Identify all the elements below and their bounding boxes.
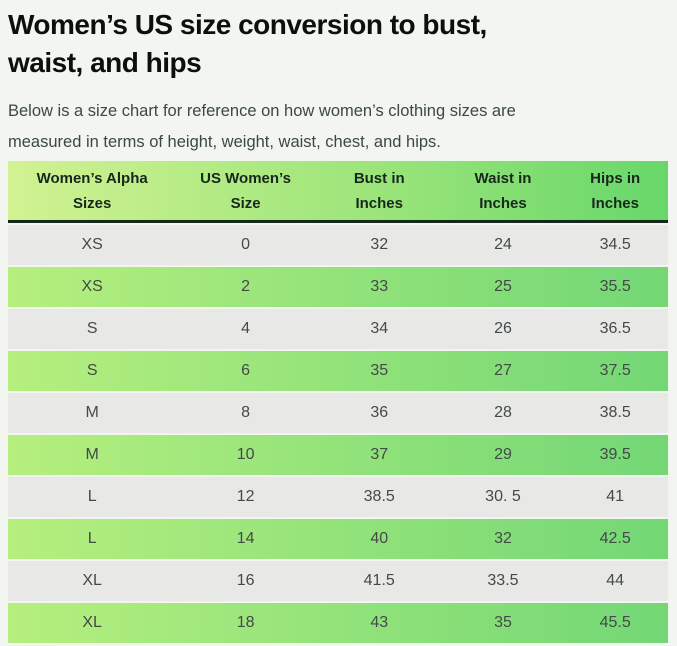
page-title-line2: waist, and hips — [8, 47, 202, 78]
cell-alpha-size: XL — [82, 572, 102, 589]
cell-us-size: 0 — [241, 236, 251, 253]
column-header-hips-line1: Hips in — [590, 169, 641, 187]
cell-bust-inches: 40 — [370, 530, 389, 547]
column-header-us-size-line1: US Women’s — [200, 169, 292, 187]
cell-us-size: 14 — [236, 530, 255, 547]
cell-bust-inches: 43 — [370, 614, 389, 631]
cell-hips-inches: 42.5 — [599, 530, 631, 547]
column-header-hips-line2: Inches — [591, 194, 639, 212]
cell-us-size: 6 — [241, 362, 251, 379]
cell-hips-inches: 36.5 — [599, 320, 631, 337]
cell-alpha-size: XS — [81, 236, 103, 253]
column-header-alpha-sizes: Women’s Alpha Sizes — [8, 166, 176, 216]
cell-alpha-size: M — [85, 404, 99, 421]
page-description-line1: Below is a size chart for reference on h… — [8, 102, 516, 120]
cell-waist-inches: 26 — [494, 320, 512, 337]
table-row: M 10 37 29 39.5 — [8, 435, 668, 475]
page-description: Below is a size chart for reference on h… — [8, 96, 668, 158]
cell-us-size: 18 — [236, 614, 255, 631]
table-row: L 14 40 32 42.5 — [8, 519, 668, 559]
table-row: XL 16 41.5 33.5 44 — [8, 561, 668, 601]
cell-us-size: 2 — [241, 278, 251, 295]
cell-us-size: 4 — [241, 320, 251, 337]
cell-waist-inches: 30. 5 — [485, 488, 521, 505]
cell-waist-inches: 33.5 — [487, 572, 519, 589]
cell-bust-inches: 32 — [370, 236, 389, 253]
page-title: Women’s US size conversion to bust, wais… — [8, 6, 668, 82]
cell-alpha-size: M — [85, 446, 99, 463]
cell-hips-inches: 44 — [606, 572, 625, 589]
cell-us-size: 16 — [236, 572, 255, 589]
page-title-line1: Women’s US size conversion to bust, — [8, 9, 487, 40]
cell-bust-inches: 35 — [370, 362, 389, 379]
column-header-bust-line2: Inches — [355, 194, 403, 212]
table-row: XL 18 43 35 45.5 — [8, 603, 668, 643]
column-header-alpha-sizes-line1: Women’s Alpha — [36, 169, 148, 187]
column-header-us-size: US Women’s Size — [176, 166, 315, 216]
cell-waist-inches: 29 — [494, 446, 512, 463]
table-row: XS 2 33 25 35.5 — [8, 267, 668, 307]
cell-alpha-size: XL — [82, 614, 102, 631]
cell-waist-inches: 35 — [494, 614, 512, 631]
table-header-row: Women’s Alpha Sizes US Women’s Size Bust… — [8, 161, 668, 223]
cell-bust-inches: 33 — [370, 278, 389, 295]
cell-hips-inches: 37.5 — [599, 362, 631, 379]
page-description-line2: measured in terms of height, weight, wai… — [8, 133, 441, 151]
cell-waist-inches: 28 — [494, 404, 512, 421]
cell-bust-inches: 36 — [370, 404, 389, 421]
size-conversion-table: Women’s Alpha Sizes US Women’s Size Bust… — [8, 161, 668, 643]
cell-us-size: 8 — [241, 404, 251, 421]
column-header-hips: Hips in Inches — [562, 166, 668, 216]
table-row: XS 0 32 24 34.5 — [8, 225, 668, 265]
cell-alpha-size: L — [87, 530, 97, 547]
cell-hips-inches: 35.5 — [599, 278, 631, 295]
cell-alpha-size: S — [86, 362, 98, 379]
cell-waist-inches: 24 — [494, 236, 512, 253]
table-row: S 4 34 26 36.5 — [8, 309, 668, 349]
cell-bust-inches: 41.5 — [363, 572, 395, 589]
cell-hips-inches: 38.5 — [599, 404, 631, 421]
table-row: L 12 38.5 30. 5 41 — [8, 477, 668, 517]
cell-bust-inches: 34 — [370, 320, 389, 337]
cell-hips-inches: 41 — [606, 488, 625, 505]
cell-hips-inches: 34.5 — [599, 236, 631, 253]
cell-hips-inches: 39.5 — [599, 446, 631, 463]
column-header-bust-line1: Bust in — [353, 169, 405, 187]
cell-waist-inches: 27 — [494, 362, 512, 379]
cell-bust-inches: 38.5 — [363, 488, 395, 505]
cell-alpha-size: S — [86, 320, 98, 337]
column-header-alpha-sizes-line2: Sizes — [72, 194, 112, 212]
column-header-bust: Bust in Inches — [315, 166, 444, 216]
table-row: M 8 36 28 38.5 — [8, 393, 668, 433]
cell-waist-inches: 32 — [494, 530, 512, 547]
table-row: S 6 35 27 37.5 — [8, 351, 668, 391]
column-header-waist-line2: Inches — [479, 194, 527, 212]
column-header-waist-line1: Waist in — [474, 169, 532, 187]
table-body: XS 0 32 24 34.5 XS 2 33 25 35.5 S 4 34 2… — [8, 225, 668, 643]
cell-alpha-size: XS — [81, 278, 103, 295]
cell-us-size: 12 — [236, 488, 255, 505]
cell-waist-inches: 25 — [494, 278, 512, 295]
column-header-us-size-line2: Size — [230, 194, 261, 212]
cell-us-size: 10 — [236, 446, 255, 463]
cell-alpha-size: L — [87, 488, 97, 505]
column-header-waist: Waist in Inches — [444, 166, 563, 216]
cell-bust-inches: 37 — [370, 446, 389, 463]
cell-hips-inches: 45.5 — [599, 614, 631, 631]
